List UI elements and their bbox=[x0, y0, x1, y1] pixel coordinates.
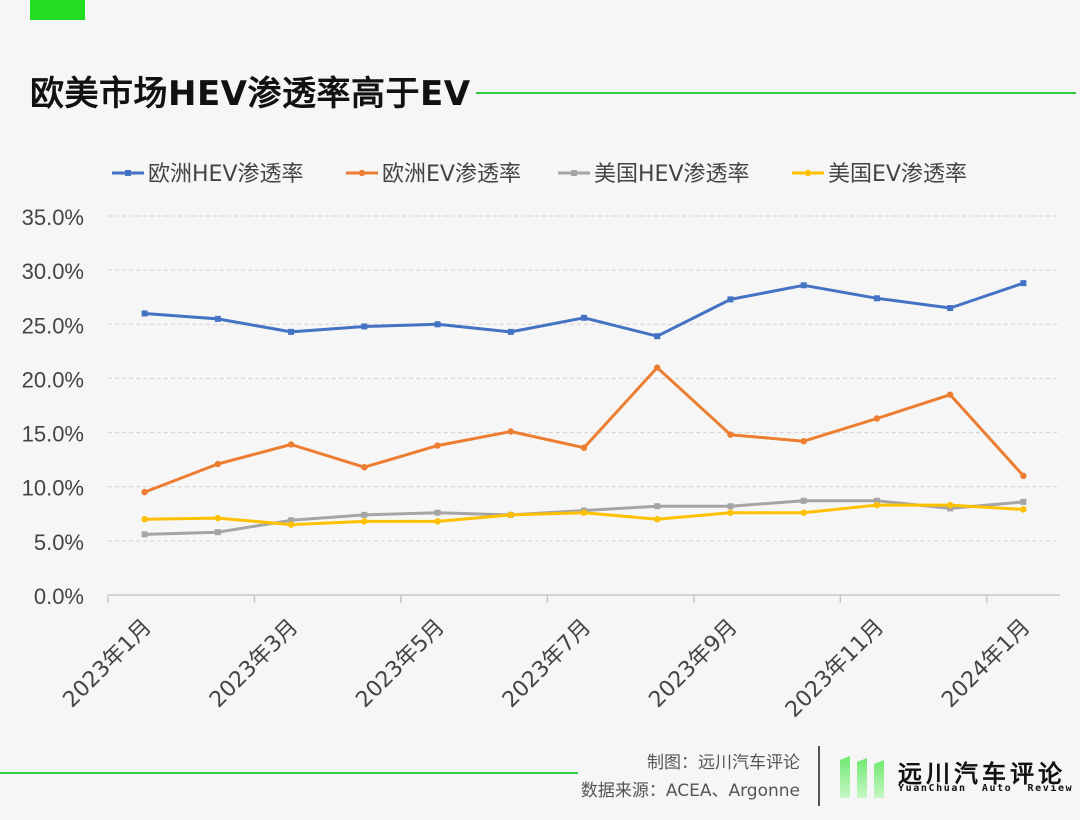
footer-divider bbox=[0, 772, 578, 774]
data-point bbox=[873, 497, 880, 504]
series-line bbox=[143, 281, 1025, 338]
data-point bbox=[507, 428, 514, 435]
data-point bbox=[214, 529, 221, 536]
header-accent-tab bbox=[30, 0, 85, 20]
data-point bbox=[434, 518, 441, 525]
x-tick-label: 2023年11月 bbox=[781, 615, 889, 723]
data-point bbox=[141, 310, 148, 317]
data-point bbox=[727, 431, 734, 438]
x-tick-label: 2023年7月 bbox=[498, 615, 596, 713]
data-point bbox=[361, 511, 368, 518]
data-point bbox=[580, 444, 588, 451]
data-point bbox=[287, 441, 295, 448]
data-point bbox=[214, 315, 221, 322]
y-tick-label: 25.0% bbox=[22, 313, 84, 338]
data-point bbox=[141, 531, 148, 538]
data-point bbox=[434, 509, 441, 516]
footer-separator bbox=[818, 746, 820, 806]
brand-name: 远川汽车评论 bbox=[898, 760, 1066, 788]
data-point bbox=[873, 295, 880, 302]
data-point bbox=[361, 323, 368, 330]
chart-credit: 制图：远川汽车评论 bbox=[647, 753, 800, 773]
legend-label: 美国EV渗透率 bbox=[828, 162, 967, 187]
x-tick-label: 2023年5月 bbox=[351, 615, 449, 713]
y-tick-label: 20.0% bbox=[22, 367, 84, 392]
data-point bbox=[873, 415, 881, 422]
data-point bbox=[434, 321, 441, 328]
data-point bbox=[1020, 280, 1027, 287]
green-bars-logo-icon bbox=[840, 756, 884, 798]
data-point bbox=[581, 314, 587, 321]
legend-marker bbox=[804, 169, 812, 177]
data-point bbox=[800, 282, 807, 289]
legend-label: 美国HEV渗透率 bbox=[594, 162, 750, 187]
data-point bbox=[800, 497, 807, 504]
data-point bbox=[287, 521, 295, 528]
data-source: 数据来源：ACEA、Argonne bbox=[580, 781, 800, 801]
x-tick-label: 2023年1月 bbox=[59, 615, 157, 713]
data-point bbox=[1020, 506, 1027, 513]
data-point bbox=[361, 464, 368, 471]
legend-label: 欧洲HEV渗透率 bbox=[148, 162, 304, 187]
data-point bbox=[580, 509, 588, 516]
y-tick-label: 15.0% bbox=[22, 422, 84, 447]
x-tick-label: 2024年1月 bbox=[937, 615, 1035, 713]
data-point bbox=[654, 333, 661, 340]
legend-label: 欧洲EV渗透率 bbox=[382, 162, 521, 187]
data-point bbox=[946, 501, 954, 509]
data-point bbox=[1020, 498, 1027, 505]
y-tick-label: 30.0% bbox=[22, 259, 84, 284]
brand-name-en: YuanChuan Auto Review bbox=[898, 783, 1074, 794]
series-line bbox=[143, 366, 1025, 494]
data-point bbox=[727, 509, 734, 516]
data-point bbox=[947, 305, 954, 312]
data-point bbox=[288, 517, 295, 524]
data-point bbox=[654, 503, 661, 510]
page-title: 欧美市场HEV渗透率高于EV bbox=[30, 74, 471, 114]
data-point bbox=[800, 509, 807, 516]
data-point bbox=[434, 442, 441, 449]
data-point bbox=[654, 364, 661, 371]
x-tick-label: 2023年9月 bbox=[644, 615, 742, 713]
y-tick-label: 35.0% bbox=[22, 205, 84, 230]
data-point bbox=[947, 505, 954, 512]
title-divider bbox=[476, 92, 1076, 94]
data-point bbox=[946, 391, 954, 398]
data-point bbox=[800, 438, 807, 445]
data-point bbox=[727, 296, 734, 303]
legend-marker bbox=[571, 170, 577, 176]
data-point bbox=[214, 514, 222, 522]
data-point bbox=[141, 488, 148, 496]
legend-marker bbox=[125, 170, 131, 176]
y-tick-label: 0.0% bbox=[34, 584, 84, 609]
data-point bbox=[507, 511, 514, 519]
line-chart: 0.0% 5.0% 10.0% 15.0% 20.0% 25.0% 30.0% 35.0% 20… bbox=[22, 162, 1060, 723]
legend-marker bbox=[358, 169, 366, 177]
data-point bbox=[361, 518, 368, 525]
data-point bbox=[727, 503, 734, 510]
data-point bbox=[288, 328, 295, 335]
data-point bbox=[141, 516, 148, 523]
data-point bbox=[507, 328, 514, 335]
x-tick-label: 2023年3月 bbox=[205, 615, 303, 713]
data-point bbox=[1020, 472, 1027, 480]
y-tick-label: 5.0% bbox=[34, 530, 84, 555]
data-point bbox=[654, 516, 661, 523]
y-tick-label: 10.0% bbox=[22, 476, 84, 501]
data-point bbox=[214, 460, 222, 468]
data-point bbox=[873, 501, 881, 509]
